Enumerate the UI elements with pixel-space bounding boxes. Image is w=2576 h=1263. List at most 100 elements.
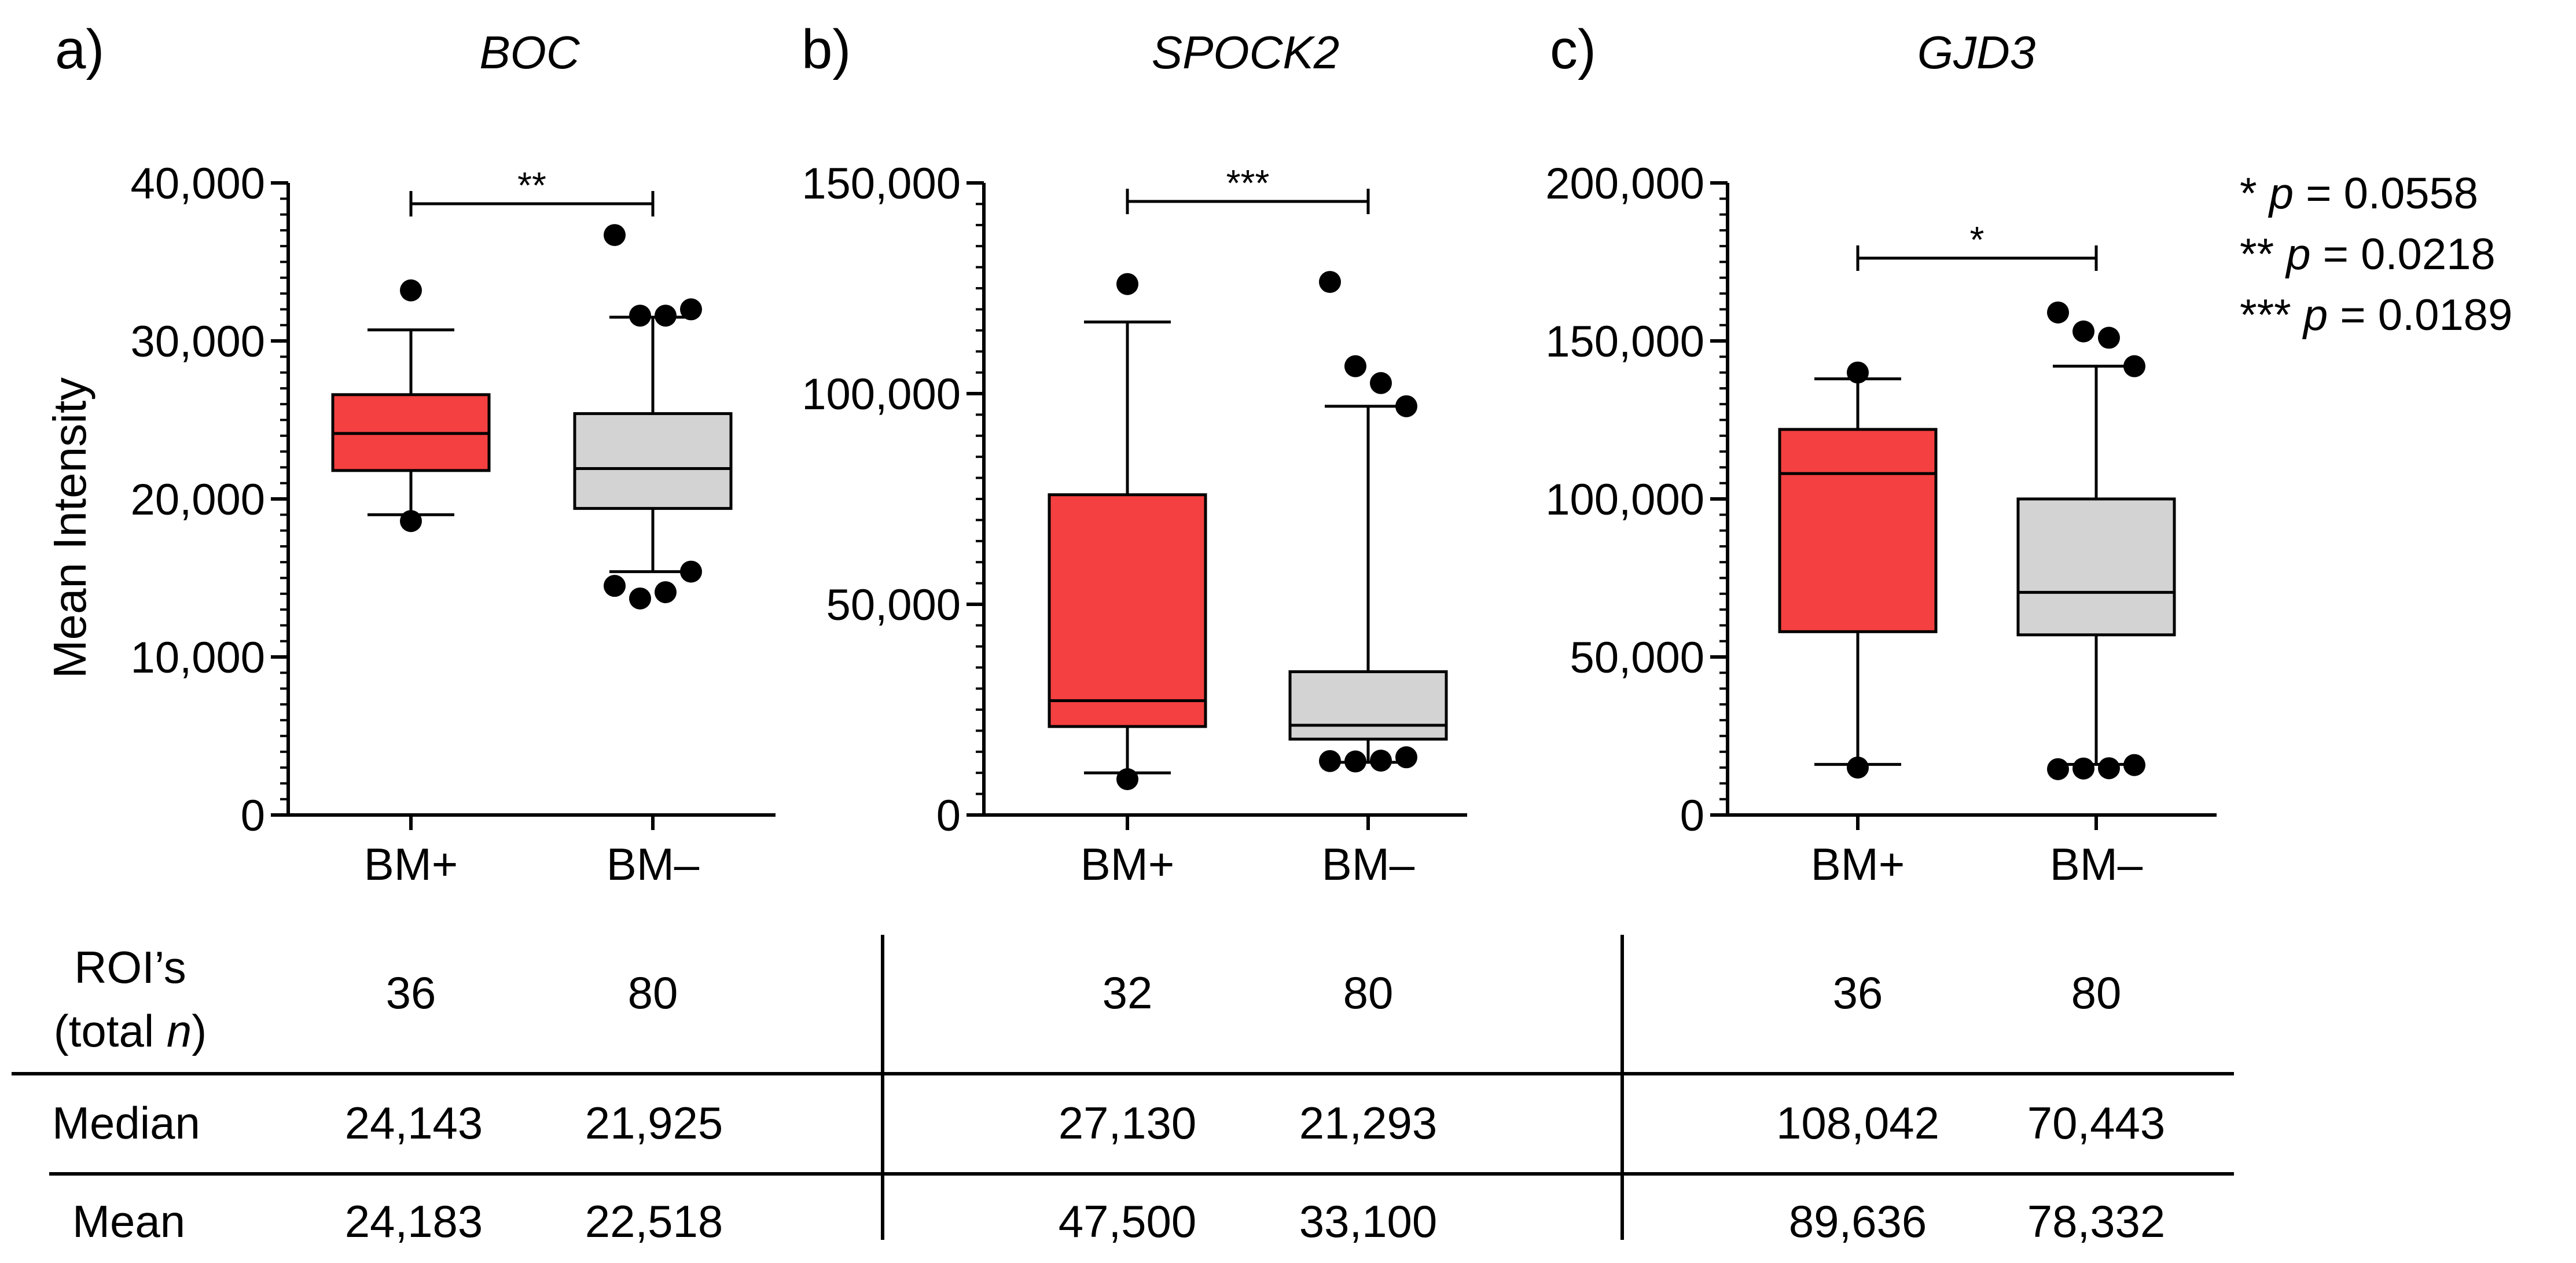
y-tick-label: 10,000 [131, 633, 265, 682]
x-tick-label: BM+ [364, 839, 458, 890]
outlier-point [400, 510, 422, 533]
table-cell-mean: 47,500 [1059, 1196, 1197, 1247]
row-label-mean: Mean [72, 1196, 185, 1247]
outlier-point [2072, 757, 2094, 780]
table-cell-rois: 36 [386, 967, 436, 1018]
pvalue-legend: * p = 0.0558 ** p = 0.0218 *** p = 0.018… [2240, 169, 2512, 340]
box-bm-plus [331, 279, 491, 533]
box-plot-spock2: b) SPOCK2 0 50,000 100,000 150,000 BM+ BM– *** [802, 19, 1467, 890]
table-cell-mean: 89,636 [1789, 1196, 1927, 1247]
table-cell-mean: 22,518 [585, 1196, 723, 1247]
table-cell-median: 21,293 [1299, 1097, 1438, 1148]
panel-label: b) [802, 19, 851, 80]
y-axis-label: Mean Intensity [44, 377, 95, 678]
y-tick-label: 150,000 [1545, 317, 1704, 366]
box-plot-boc: a) BOC Mean Intensity 0 10,000 20,000 30,000 40… [44, 19, 776, 890]
outlier-point [680, 560, 702, 583]
table-cell-mean: 78,332 [2027, 1196, 2166, 1247]
outlier-point [629, 304, 651, 327]
outlier-point [1116, 768, 1138, 791]
outlier-point [1344, 750, 1366, 773]
box-bm-minus [2016, 301, 2176, 780]
outlier-point [1344, 355, 1366, 377]
y-tick-label: 40,000 [131, 159, 265, 208]
significance-stars: *** [1226, 162, 1270, 204]
table-cell-mean: 33,100 [1299, 1196, 1438, 1247]
outlier-point [1319, 750, 1341, 772]
outlier-point [2098, 757, 2120, 780]
legend-line-2: ** p = 0.0218 [2240, 230, 2496, 279]
x-tick-label: BM+ [1081, 839, 1175, 890]
chart-panels: a) BOC Mean Intensity 0 10,000 20,000 30,000 40… [44, 19, 2217, 890]
table-cell-rois: 32 [1103, 967, 1153, 1018]
box-bm-minus [1288, 271, 1448, 773]
outlier-point [604, 575, 626, 597]
outlier-point [655, 581, 677, 604]
significance-stars: * [1970, 219, 1985, 260]
table-cell-median: 24,143 [345, 1097, 483, 1148]
box-iqr [2016, 497, 2176, 637]
outlier-point [604, 224, 626, 247]
outlier-point [2098, 326, 2120, 349]
box-iqr [1288, 670, 1448, 741]
outlier-point [1370, 372, 1392, 394]
y-tick-label: 200,000 [1545, 159, 1704, 208]
legend-line-3: *** p = 0.0189 [2240, 291, 2512, 340]
outlier-point [1847, 757, 1869, 779]
box-iqr [573, 412, 733, 510]
box-bm-plus [1048, 273, 1207, 791]
x-tick-label: BM+ [1811, 839, 1905, 890]
y-tick-label: 0 [241, 791, 265, 840]
table-cell-rois: 80 [628, 967, 678, 1018]
outlier-point [1395, 395, 1417, 417]
outlier-point [1116, 273, 1138, 295]
y-tick-label: 50,000 [826, 581, 961, 630]
significance-stars: ** [517, 164, 546, 206]
row-label-rois-line2: (total n) [54, 1005, 207, 1056]
chart-title: BOC [479, 27, 580, 78]
row-label-rois-line1: ROI’s [74, 942, 186, 993]
y-tick-label: 20,000 [131, 475, 265, 524]
y-tick-label: 50,000 [1570, 633, 1704, 682]
y-tick-label: 100,000 [1545, 475, 1704, 524]
legend-line-1: * p = 0.0558 [2240, 169, 2478, 218]
outlier-point [400, 279, 422, 302]
table-cell-rois: 80 [2071, 967, 2122, 1018]
table-cell-rois: 80 [1343, 967, 1394, 1018]
panel-label: c) [1550, 19, 1596, 80]
y-tick-label: 0 [1680, 791, 1704, 840]
outlier-point [2047, 758, 2069, 780]
box-bm-minus [573, 224, 733, 610]
chart-title: GJD3 [1917, 27, 2036, 78]
outlier-point [2123, 754, 2145, 776]
outlier-point [680, 298, 702, 321]
chart-title: SPOCK2 [1152, 27, 1340, 78]
table-cell-rois: 36 [1833, 967, 1883, 1018]
outlier-point [1370, 750, 1392, 772]
table-cell-mean: 24,183 [345, 1196, 483, 1247]
table-cell-median: 21,925 [585, 1097, 723, 1148]
y-tick-label: 30,000 [131, 317, 265, 366]
box-plot-gjd3: c) GJD3 0 50,000 100,000 150,000 200,000 BM+ BM–… [1545, 19, 2217, 890]
box-iqr [1048, 493, 1207, 728]
table-cell-median: 27,130 [1059, 1097, 1197, 1148]
row-label-median: Median [52, 1097, 200, 1148]
outlier-point [2047, 301, 2069, 324]
y-tick-label: 100,000 [802, 370, 961, 419]
outlier-point [655, 304, 677, 327]
outlier-point [1395, 746, 1417, 769]
outlier-point [1319, 271, 1341, 293]
x-tick-label: BM– [1322, 839, 1415, 890]
box-iqr [1778, 428, 1938, 633]
table-cell-median: 108,042 [1776, 1097, 1939, 1148]
x-tick-label: BM– [2050, 839, 2143, 890]
outlier-point [2123, 355, 2145, 377]
outlier-point [1847, 361, 1869, 384]
y-tick-label: 0 [936, 791, 961, 840]
summary-table: ROI’s (total n) Median Mean 36 80 32 80 … [12, 935, 2234, 1247]
outlier-point [629, 587, 651, 610]
panel-label: a) [55, 19, 104, 80]
table-cell-median: 70,443 [2027, 1097, 2166, 1148]
outlier-point [2072, 320, 2094, 343]
